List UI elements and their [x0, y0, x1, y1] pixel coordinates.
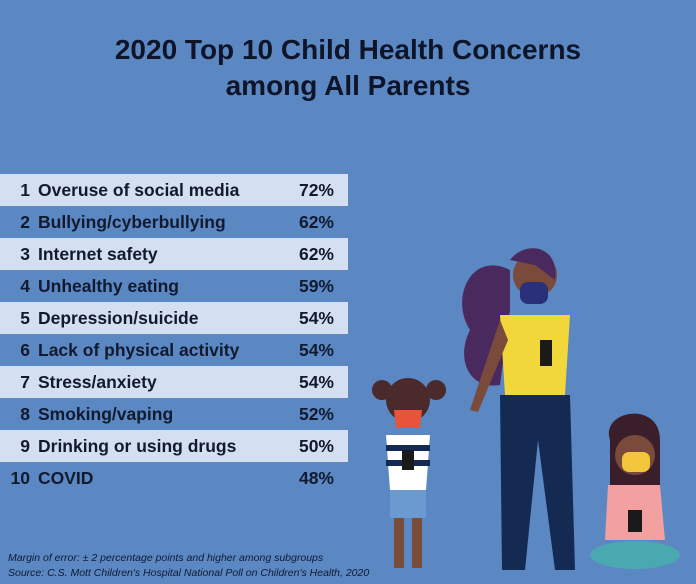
margin-of-error-note: Margin of error: ± 2 percentage points a…	[8, 552, 324, 564]
percent-cell: 52%	[298, 403, 334, 424]
title-line-1: 2020 Top 10 Child Health Concerns	[114, 34, 582, 65]
parent-children-illustration	[372, 248, 680, 570]
rank-cell: 4	[20, 275, 30, 296]
rank-cell: 2	[20, 211, 30, 232]
table-row: 4 Unhealthy eating 59%	[0, 270, 348, 302]
girl-figure-right	[590, 413, 680, 569]
table-row: 9 Drinking or using drugs 50%	[0, 430, 348, 462]
percent-cell: 59%	[298, 275, 334, 296]
percent-cell: 62%	[298, 211, 334, 232]
table-row: 10 COVID 48%	[0, 462, 348, 494]
percent-cell: 62%	[298, 243, 334, 264]
table-row: 8 Smoking/vaping 52%	[0, 398, 348, 430]
rank-cell: 7	[20, 371, 30, 392]
concern-cell: Internet safety	[38, 243, 158, 264]
table-row: 6 Lack of physical activity 54%	[0, 334, 348, 366]
table-row: 2 Bullying/cyberbullying 62%	[0, 206, 348, 238]
percent-cell: 72%	[298, 179, 334, 200]
percent-cell: 54%	[298, 371, 334, 392]
rank-cell: 1	[20, 179, 30, 200]
title-line-2: among All Parents	[225, 70, 471, 101]
rank-cell: 5	[20, 307, 30, 328]
rank-cell: 9	[20, 435, 30, 456]
rank-cell: 6	[20, 339, 30, 360]
concern-cell: Depression/suicide	[38, 307, 199, 328]
chart-title: 2020 Top 10 Child Health Concerns among …	[0, 32, 696, 104]
rank-cell: 3	[20, 243, 30, 264]
concern-cell: Overuse of social media	[38, 179, 240, 200]
concern-cell: Drinking or using drugs	[38, 435, 237, 456]
percent-cell: 54%	[298, 307, 334, 328]
percent-cell: 50%	[298, 435, 334, 456]
table-row: 5 Depression/suicide 54%	[0, 302, 348, 334]
concern-cell: Unhealthy eating	[38, 275, 179, 296]
percent-cell: 54%	[298, 339, 334, 360]
woman-figure	[462, 248, 575, 570]
rank-cell: 10	[10, 467, 30, 488]
source-note: Source: C.S. Mott Children's Hospital Na…	[8, 567, 370, 579]
concern-cell: Bullying/cyberbullying	[38, 211, 226, 232]
table-row: 1 Overuse of social media 72%	[0, 174, 348, 206]
concern-cell: Smoking/vaping	[38, 403, 174, 424]
table-row: 7 Stress/anxiety 54%	[0, 366, 348, 398]
concern-cell: COVID	[38, 467, 94, 488]
girl-figure-left	[372, 378, 446, 568]
percent-cell: 48%	[298, 467, 334, 488]
rank-cell: 8	[20, 403, 30, 424]
table-row: 3 Internet safety 62%	[0, 238, 348, 270]
concerns-table: 1 Overuse of social media 72% 2 Bullying/cyb…	[0, 174, 348, 494]
concern-cell: Stress/anxiety	[38, 371, 157, 392]
footnotes: Margin of error: ± 2 percentage points a…	[8, 551, 369, 581]
concern-cell: Lack of physical activity	[38, 339, 240, 360]
